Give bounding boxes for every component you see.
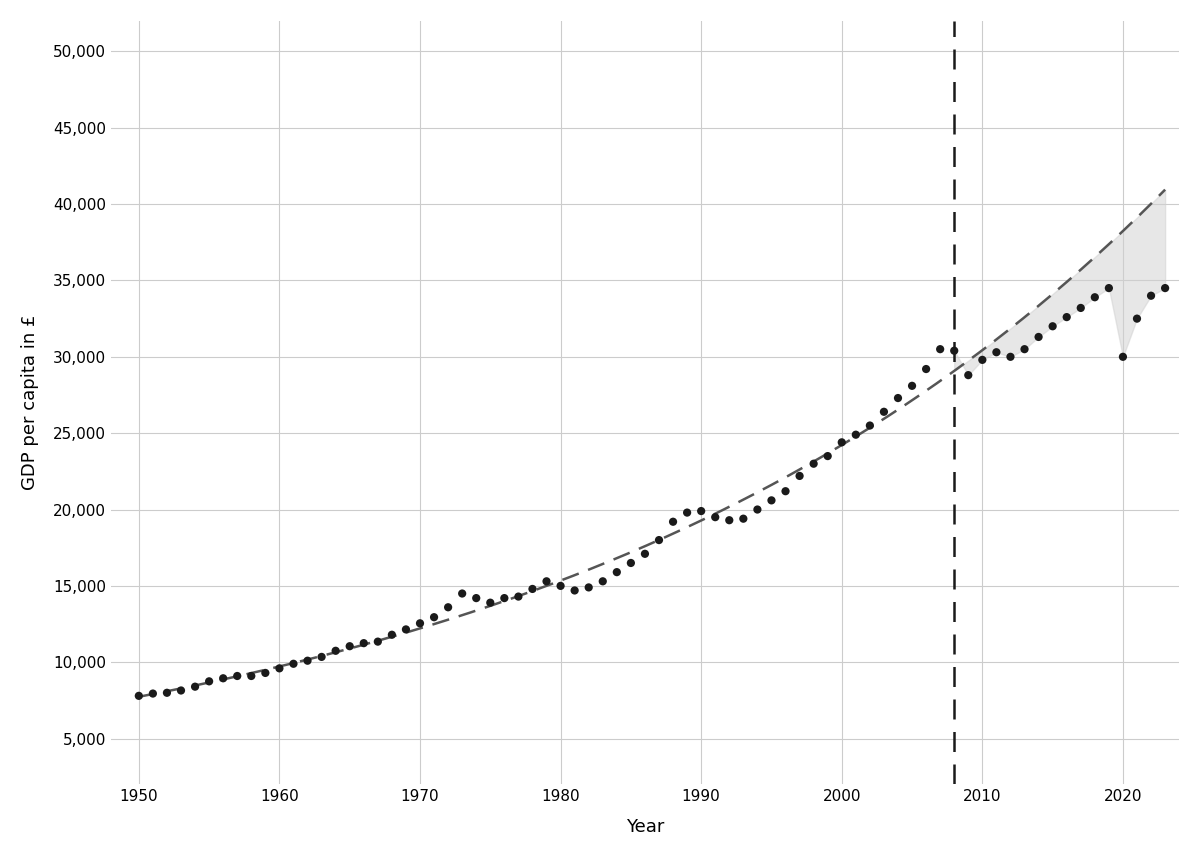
Point (664, 515, 683, 529)
Point (733, 512, 752, 525)
Point (678, 506, 697, 519)
Point (818, 449, 838, 463)
Point (776, 484, 796, 498)
Point (691, 504, 710, 518)
Point (312, 650, 331, 664)
Point (452, 587, 472, 601)
Point (1028, 330, 1048, 344)
Point (284, 657, 304, 671)
Point (986, 345, 1006, 359)
Point (467, 591, 486, 605)
Point (1015, 342, 1034, 356)
Point (1072, 301, 1091, 315)
Point (706, 510, 725, 524)
Point (241, 669, 260, 683)
Point (199, 674, 218, 688)
Point (438, 601, 457, 614)
Point (186, 680, 205, 693)
Point (425, 610, 444, 624)
Point (494, 591, 514, 605)
Point (748, 503, 767, 517)
Point (944, 344, 964, 357)
Point (270, 662, 289, 675)
Point (565, 584, 584, 597)
Point (593, 574, 612, 588)
Point (649, 533, 668, 547)
Point (354, 636, 373, 650)
Point (228, 669, 247, 683)
Point (804, 457, 823, 470)
Point (1057, 310, 1076, 324)
Point (762, 494, 781, 507)
Point (481, 596, 500, 609)
Point (875, 405, 894, 418)
Point (622, 556, 641, 570)
Point (790, 469, 809, 482)
Point (368, 635, 388, 649)
Point (1156, 281, 1175, 295)
Point (143, 686, 162, 700)
Point (720, 513, 739, 527)
Point (256, 666, 275, 680)
Point (172, 684, 191, 698)
Point (326, 644, 346, 657)
Point (607, 566, 626, 579)
Point (635, 547, 654, 560)
Point (1099, 281, 1118, 295)
Point (959, 369, 978, 382)
Point (536, 574, 556, 588)
Point (860, 419, 880, 433)
Point (410, 616, 430, 630)
Point (1001, 350, 1020, 363)
Point (383, 628, 402, 642)
Point (1127, 312, 1146, 326)
Point (846, 428, 865, 441)
Point (1114, 350, 1133, 363)
Point (832, 435, 851, 449)
Point (973, 353, 992, 367)
Point (888, 391, 907, 405)
Point (298, 654, 317, 668)
Point (509, 590, 528, 603)
Point (340, 639, 359, 653)
Point (130, 689, 149, 703)
Point (551, 579, 570, 593)
Point (930, 342, 949, 356)
X-axis label: Year: Year (625, 818, 664, 836)
Point (902, 379, 922, 393)
Point (157, 686, 176, 699)
Point (214, 671, 233, 685)
Point (1141, 289, 1160, 303)
Point (1085, 291, 1104, 304)
Y-axis label: GDP per capita in £: GDP per capita in £ (20, 315, 38, 490)
Point (580, 580, 599, 594)
Point (523, 582, 542, 596)
Point (1043, 320, 1062, 333)
Point (396, 622, 415, 636)
Point (917, 363, 936, 376)
